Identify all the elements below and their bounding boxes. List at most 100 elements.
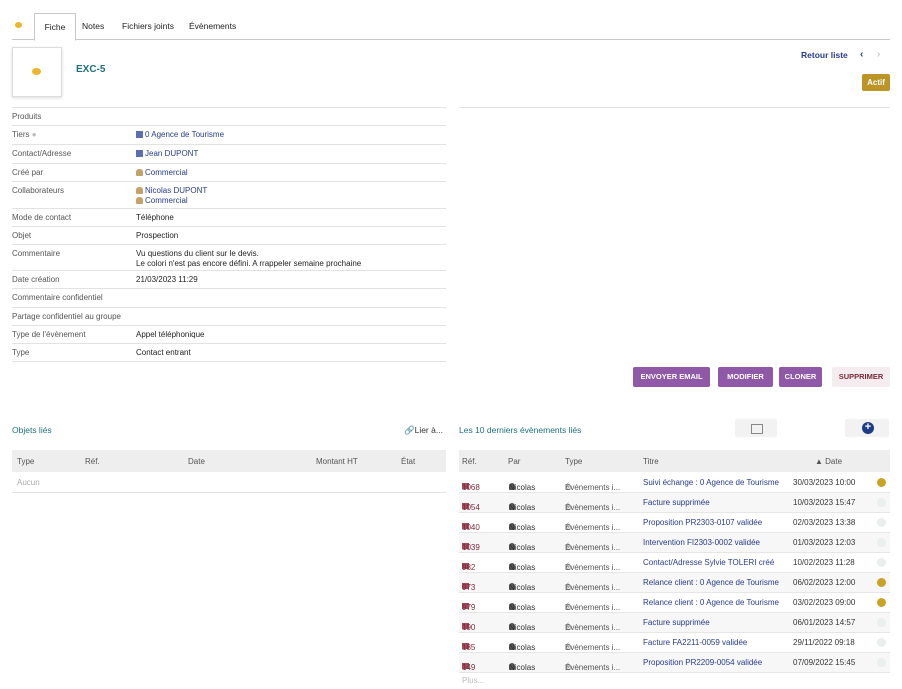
column-header[interactable]: Par bbox=[508, 457, 521, 466]
calendar-icon bbox=[462, 643, 469, 649]
field-label: Créé par bbox=[12, 168, 44, 177]
table-row[interactable]: 185 Nicolas ⚙ Évènements i... Facture FA2211… bbox=[459, 633, 890, 653]
link-to-button[interactable]: 🔗Lier à... bbox=[404, 425, 443, 436]
field-label: Commentaire bbox=[12, 249, 61, 258]
event-type-label: Évènements i... bbox=[565, 563, 621, 572]
table-row[interactable]: 149 Nicolas ⚙ Évènements i... Proposition PR… bbox=[459, 653, 890, 673]
status-dot bbox=[877, 598, 886, 607]
event-ref-label: 1054 bbox=[462, 503, 480, 512]
status-dot bbox=[877, 558, 886, 567]
event-title[interactable]: Contact/Adresse Sylvie TOLERI créé bbox=[643, 558, 775, 567]
event-title[interactable]: Proposition PR2209-0054 validée bbox=[643, 658, 763, 667]
add-event-button[interactable]: + bbox=[845, 419, 889, 437]
event-author-label: Nicolas bbox=[509, 543, 536, 552]
field-label: Produits bbox=[12, 112, 42, 121]
thirdparty-link[interactable]: 0 Agence de Tourisme bbox=[145, 130, 225, 139]
event-title[interactable]: Relance client : 0 Agence de Tourisme bbox=[643, 598, 779, 607]
table-row[interactable]: 982 Nicolas ⚙ Évènements i... Contact/Adress… bbox=[459, 553, 890, 573]
calendar-icon bbox=[462, 563, 469, 569]
status-dot bbox=[877, 498, 886, 507]
event-title[interactable]: Intervention FI2303-0002 validée bbox=[643, 538, 760, 547]
table-row[interactable]: 1054 Nicolas ⚙ Évènements i... Facture suppr… bbox=[459, 493, 890, 513]
tab-fichiers-joints[interactable]: Fichiers joints bbox=[122, 21, 174, 31]
event-author-label: Nicolas bbox=[509, 643, 536, 652]
more-link[interactable]: Plus... bbox=[462, 676, 485, 685]
field-label: Date création bbox=[12, 275, 60, 284]
previous-record-icon[interactable]: ‹ bbox=[860, 49, 864, 60]
gear-icon: ⚙ bbox=[565, 663, 573, 672]
column-header[interactable]: Type bbox=[17, 457, 35, 466]
next-record-icon[interactable]: › bbox=[877, 49, 881, 60]
event-date: 06/01/2023 14:57 bbox=[793, 618, 856, 627]
send-email-button[interactable]: ENVOYER EMAIL bbox=[633, 367, 710, 387]
clone-button[interactable]: CLONER bbox=[779, 367, 822, 387]
field-row: Mode de contact Téléphone bbox=[12, 208, 446, 226]
column-header[interactable]: Date bbox=[188, 457, 205, 466]
back-to-list-link[interactable]: Retour liste bbox=[801, 50, 848, 60]
linked-objects-header: Type Réf. Date Montant HT État bbox=[12, 450, 446, 472]
collaborator-link[interactable]: Nicolas DUPONT bbox=[145, 186, 208, 195]
field-label: Objet bbox=[12, 231, 32, 240]
user-icon bbox=[509, 583, 515, 590]
column-header[interactable]: Type bbox=[565, 457, 583, 466]
event-ref-label: 1040 bbox=[462, 523, 480, 532]
user-icon bbox=[509, 503, 515, 510]
tab-evenements[interactable]: Évènements bbox=[189, 21, 237, 31]
delete-button[interactable]: SUPPRIMER bbox=[832, 367, 890, 387]
tab-fiche[interactable]: Fiche bbox=[34, 13, 76, 41]
gear-icon: ⚙ bbox=[565, 523, 573, 532]
column-header[interactable]: Réf. bbox=[462, 457, 477, 466]
field-row: Produits bbox=[12, 107, 446, 125]
event-title[interactable]: Proposition PR2303-0107 validée bbox=[643, 518, 763, 527]
event-title[interactable]: Suivi échange : 0 Agence de Tourisme bbox=[643, 478, 779, 487]
calendar-icon bbox=[462, 583, 469, 589]
status-dot bbox=[877, 518, 886, 527]
field-row: Objet Prospection bbox=[12, 226, 446, 244]
link-to-label: Lier à... bbox=[414, 425, 443, 435]
table-row[interactable]: 1068 Nicolas ⚙ Évènements i... Suivi échange… bbox=[459, 473, 890, 493]
event-title[interactable]: Facture supprimée bbox=[643, 618, 710, 627]
user-icon bbox=[509, 563, 515, 570]
user-icon bbox=[509, 543, 515, 550]
event-ref-label: 982 bbox=[462, 563, 476, 572]
event-title[interactable]: Facture FA2211-0059 validée bbox=[643, 638, 748, 647]
status-dot bbox=[877, 618, 886, 627]
creator-link[interactable]: Commercial bbox=[145, 168, 188, 177]
event-date: 02/03/2023 13:38 bbox=[793, 518, 856, 527]
event-type-label: Évènements i... bbox=[565, 543, 621, 552]
column-header[interactable]: ▲ Date bbox=[815, 457, 843, 466]
column-header[interactable]: État bbox=[401, 457, 416, 466]
collaborator-link[interactable]: Commercial bbox=[145, 196, 188, 205]
event-author-label: Nicolas bbox=[509, 603, 536, 612]
column-header[interactable]: Montant HT bbox=[316, 457, 358, 466]
contact-link[interactable]: Jean DUPONT bbox=[145, 149, 199, 158]
user-icon bbox=[509, 663, 515, 670]
event-author-label: Nicolas bbox=[509, 623, 536, 632]
contact-card-icon bbox=[136, 150, 143, 157]
field-row: Contact/Adresse Jean DUPONT bbox=[12, 144, 446, 163]
tab-notes[interactable]: Notes bbox=[82, 21, 105, 31]
column-header[interactable]: Titre bbox=[643, 457, 659, 466]
table-row[interactable]: 190 Nicolas ⚙ Évènements i... Facture suppri… bbox=[459, 613, 890, 633]
event-author-label: Nicolas bbox=[509, 563, 536, 572]
field-row: Commentaire confidentiel bbox=[12, 288, 446, 307]
table-row[interactable]: 973 Nicolas ⚙ Évènements i... Relance client… bbox=[459, 573, 890, 593]
tab-bar: Fiche Notes Fichiers joints Évènements bbox=[12, 13, 890, 41]
link-icon: 🔗 bbox=[404, 425, 415, 435]
user-icon bbox=[136, 169, 143, 176]
table-row[interactable]: 979 Nicolas ⚙ Évènements i... Relance client… bbox=[459, 593, 890, 613]
list-view-button[interactable] bbox=[735, 419, 777, 437]
modify-button[interactable]: MODIFIER bbox=[718, 367, 773, 387]
event-title[interactable]: Facture supprimée bbox=[643, 498, 710, 507]
field-label: Type bbox=[12, 348, 30, 357]
field-row: Date création 21/03/2023 11:29 bbox=[12, 270, 446, 288]
gear-icon: ⚙ bbox=[565, 543, 573, 552]
column-header[interactable]: Réf. bbox=[85, 457, 100, 466]
table-row[interactable]: 1039 Nicolas ⚙ Évènements i... Intervention … bbox=[459, 533, 890, 553]
table-row[interactable]: 1040 Nicolas ⚙ Évènements i... Proposition P… bbox=[459, 513, 890, 533]
event-date: 30/03/2023 10:00 bbox=[793, 478, 856, 487]
event-type-label: Évènements i... bbox=[565, 603, 621, 612]
event-title[interactable]: Relance client : 0 Agence de Tourisme bbox=[643, 578, 779, 587]
linked-objects-title: Objets liés bbox=[12, 425, 52, 435]
field-row: Créé par Commercial bbox=[12, 163, 446, 181]
